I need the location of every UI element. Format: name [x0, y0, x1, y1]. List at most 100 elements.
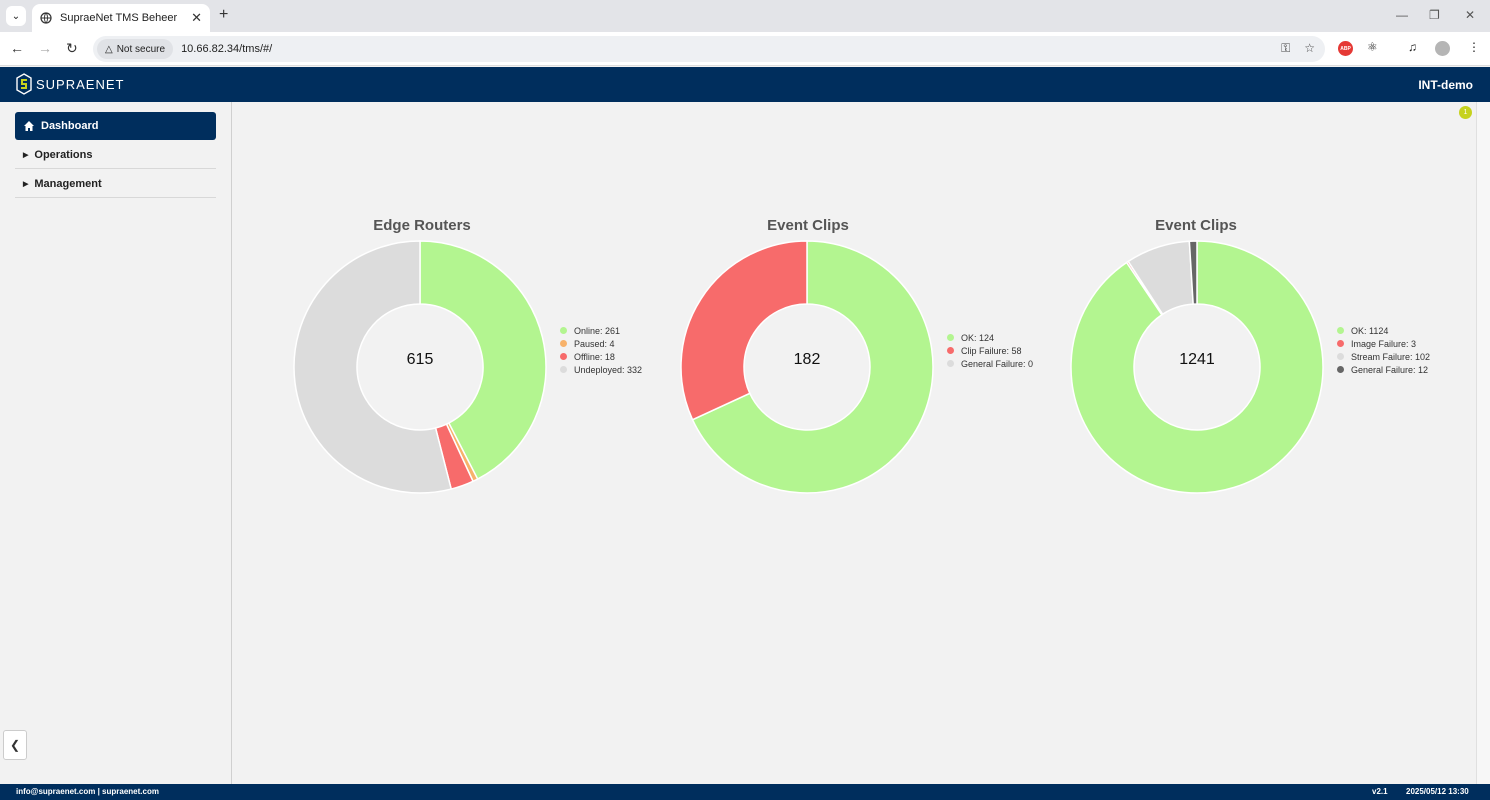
- donut-chart-event-clips-images: [1070, 240, 1324, 494]
- legend-item[interactable]: General Failure: 12: [1337, 363, 1430, 376]
- legend-label: Undeployed: 332: [574, 364, 643, 375]
- password-key-icon[interactable]: ⚿: [1281, 41, 1291, 55]
- window-close-icon[interactable]: ✕: [1465, 8, 1476, 22]
- browser-tab[interactable]: SupraeNet TMS Beheer ✕: [32, 4, 210, 32]
- browser-tabbar: ⌄ SupraeNet TMS Beheer ✕ + — ❐ ✕: [0, 0, 1490, 32]
- donut-slice-ok[interactable]: [1070, 240, 1324, 494]
- app-header: SUPRAENET INT-demo: [0, 67, 1490, 102]
- address-bar[interactable]: △ Not secure 10.66.82.34/tms/#/ ⚿ ☆: [93, 36, 1325, 62]
- browser-toolbar: ← → ↻ △ Not secure 10.66.82.34/tms/#/ ⚿ …: [0, 32, 1490, 66]
- brand-name: SUPRAENET: [36, 76, 125, 92]
- chart-total-edge-routers: 615: [406, 351, 434, 368]
- legend-swatch: [560, 366, 567, 373]
- legend-label: General Failure: 12: [1351, 364, 1429, 375]
- legend-event-clips-images: OK: 1124 Image Failure: 3 Stream Failure…: [1337, 324, 1430, 376]
- restore-icon[interactable]: ❐: [1429, 8, 1440, 22]
- donut-slice-undeployed[interactable]: [293, 240, 453, 494]
- chart-title-event-clips: Event Clips: [767, 217, 849, 234]
- donut-slice-ok[interactable]: [691, 240, 934, 494]
- chart-total-event-clips-images: 1241: [1179, 351, 1215, 368]
- forward-arrow-icon[interactable]: →: [38, 40, 52, 56]
- supraenet-logo[interactable]: SUPRAENET: [16, 73, 124, 95]
- legend-swatch: [560, 327, 567, 334]
- reload-icon[interactable]: ↻: [66, 40, 78, 56]
- chevron-down-icon: ⌄: [11, 10, 21, 22]
- right-scroll-area: [1476, 102, 1490, 784]
- legend-item[interactable]: General Failure: 0: [947, 357, 1033, 370]
- legend-label: OK: 1124: [1351, 325, 1389, 336]
- legend-swatch: [560, 340, 567, 347]
- collapse-sidebar-button[interactable]: ❮: [3, 730, 27, 760]
- legend-label: Image Failure: 3: [1351, 338, 1417, 349]
- legend-swatch: [947, 334, 954, 341]
- sidebar-item-management[interactable]: ▶ Management: [15, 170, 216, 198]
- legend-item[interactable]: Offline: 18: [560, 350, 642, 363]
- sidebar-item-label: Management: [34, 177, 102, 190]
- environment-label[interactable]: INT-demo: [1418, 78, 1473, 92]
- chart-total-event-clips: 182: [793, 351, 821, 368]
- caret-right-icon: ▶: [23, 180, 29, 188]
- legend-label: Paused: 4: [574, 338, 615, 349]
- home-icon: [24, 121, 34, 131]
- legend-item[interactable]: Image Failure: 3: [1337, 337, 1430, 350]
- legend-swatch: [947, 360, 954, 367]
- donut-chart-event-clips: [680, 240, 934, 494]
- sidebar-item-operations[interactable]: ▶ Operations: [15, 141, 216, 169]
- tab-search-button[interactable]: ⌄: [6, 6, 26, 26]
- close-tab-icon[interactable]: ✕: [191, 10, 202, 25]
- legend-swatch: [560, 353, 567, 360]
- legend-edge-routers: Online: 261 Paused: 4 Offline: 18 Undepl…: [560, 324, 642, 376]
- tab-title: SupraeNet TMS Beheer: [60, 12, 178, 24]
- donut-slice-online[interactable]: [419, 240, 547, 481]
- legend-label: Online: 261: [574, 325, 621, 336]
- donut-slice-clip-failure[interactable]: [680, 240, 808, 421]
- legend-item[interactable]: Paused: 4: [560, 337, 642, 350]
- new-tab-button[interactable]: +: [219, 6, 229, 23]
- security-chip[interactable]: △ Not secure: [97, 39, 174, 59]
- legend-swatch: [1337, 340, 1344, 347]
- globe-icon: [40, 12, 52, 24]
- sidebar-item-label: Operations: [34, 148, 93, 161]
- warning-triangle-icon: △: [105, 43, 113, 55]
- footer-contact[interactable]: info@supraenet.com | supraenet.com: [16, 787, 159, 796]
- legend-item[interactable]: OK: 124: [947, 331, 1033, 344]
- back-arrow-icon[interactable]: ←: [10, 40, 24, 56]
- sidebar-item-label: Dashboard: [41, 120, 99, 132]
- legend-label: General Failure: 0: [961, 358, 1034, 369]
- legend-label: OK: 124: [961, 332, 995, 343]
- caret-right-icon: ▶: [23, 151, 29, 159]
- footer-version: v2.1: [1372, 787, 1388, 796]
- legend-item[interactable]: Stream Failure: 102: [1337, 350, 1430, 363]
- footer-datetime: 2025/05/12 13:30: [1406, 787, 1469, 796]
- legend-label: Stream Failure: 102: [1351, 351, 1431, 362]
- legend-item[interactable]: Clip Failure: 58: [947, 344, 1033, 357]
- chart-title-event-clips-images: Event Clips: [1155, 217, 1237, 234]
- legend-item[interactable]: Undeployed: 332: [560, 363, 642, 376]
- profile-avatar[interactable]: [1435, 41, 1450, 56]
- legend-label: Clip Failure: 58: [961, 345, 1022, 356]
- legend-event-clips: OK: 124 Clip Failure: 58 General Failure…: [947, 331, 1033, 370]
- supraenet-logo-icon: [16, 73, 32, 95]
- legend-label: Offline: 18: [574, 351, 615, 362]
- legend-swatch: [947, 347, 954, 354]
- donut-chart-edge-routers: [293, 240, 547, 494]
- bookmark-star-icon[interactable]: ☆: [1304, 41, 1315, 55]
- sidebar-item-dashboard[interactable]: Dashboard: [15, 112, 216, 140]
- legend-swatch: [1337, 327, 1344, 334]
- extensions-puzzle-icon[interactable]: ⚛: [1367, 40, 1378, 54]
- minimize-icon[interactable]: —: [1396, 8, 1408, 22]
- chart-title-edge-routers: Edge Routers: [373, 217, 471, 234]
- url-text[interactable]: 10.66.82.34/tms/#/: [181, 43, 273, 55]
- legend-swatch: [1337, 353, 1344, 360]
- notification-badge[interactable]: 1: [1459, 106, 1472, 119]
- adblock-extension-icon[interactable]: ABP: [1338, 41, 1353, 56]
- app-footer: info@supraenet.com | supraenet.com v2.1 …: [0, 784, 1490, 800]
- security-chip-label: Not secure: [116, 43, 166, 55]
- legend-item[interactable]: OK: 1124: [1337, 324, 1430, 337]
- media-control-icon[interactable]: ♫: [1408, 40, 1417, 54]
- donut-slice-general-failure[interactable]: [1188, 240, 1198, 305]
- sidebar: Dashboard ▶ Operations ▶ Management ❮: [0, 102, 232, 784]
- legend-swatch: [1337, 366, 1344, 373]
- legend-item[interactable]: Online: 261: [560, 324, 642, 337]
- more-menu-icon[interactable]: ⋮: [1468, 40, 1480, 54]
